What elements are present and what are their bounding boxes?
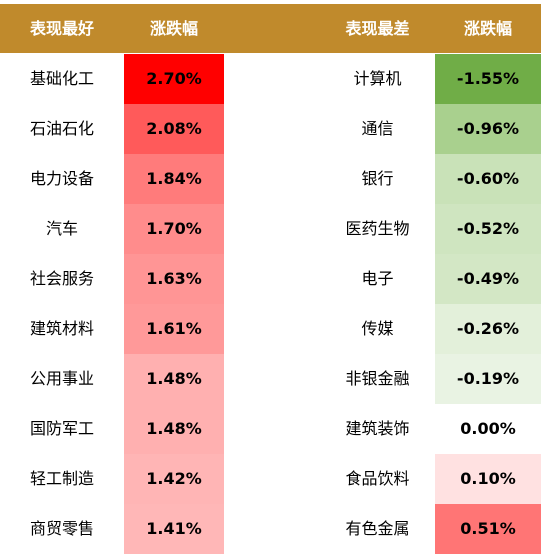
worst-sector-name: 医药生物 bbox=[345, 219, 410, 238]
worst-sector-name: 银行 bbox=[361, 169, 394, 188]
best-sector-change: 2.08% bbox=[124, 104, 224, 154]
worst-sector-change: 0.10% bbox=[435, 454, 541, 504]
best-sector-change: 1.84% bbox=[124, 154, 224, 204]
worst-sector-change: -1.55% bbox=[435, 54, 541, 104]
table-row: 国防军工 1.48% 建筑装饰 0.00% bbox=[0, 404, 541, 454]
table-row: 汽车 1.70% 医药生物 -0.52% bbox=[0, 204, 541, 254]
worst-sector-name: 有色金属 bbox=[345, 519, 410, 538]
header-worst-performers: 表现最差 bbox=[345, 19, 410, 38]
best-sector-name: 社会服务 bbox=[29, 269, 94, 288]
header-best-performers: 表现最好 bbox=[29, 19, 94, 38]
worst-sector-change: -0.19% bbox=[435, 354, 541, 404]
worst-sector-name: 计算机 bbox=[353, 69, 402, 88]
worst-sector-name: 电子 bbox=[361, 269, 394, 288]
best-sector-name: 汽车 bbox=[45, 219, 78, 238]
best-sector-name: 公用事业 bbox=[29, 369, 94, 388]
best-sector-change: 1.48% bbox=[124, 354, 224, 404]
table-row: 基础化工 2.70% 计算机 -1.55% bbox=[0, 54, 541, 104]
worst-sector-name: 非银金融 bbox=[345, 369, 410, 388]
best-sector-name: 基础化工 bbox=[29, 69, 94, 88]
worst-sector-change: 0.00% bbox=[435, 404, 541, 454]
table-row: 建筑材料 1.61% 传媒 -0.26% bbox=[0, 304, 541, 354]
best-sector-name: 国防军工 bbox=[29, 419, 94, 438]
table-row: 社会服务 1.63% 电子 -0.49% bbox=[0, 254, 541, 304]
best-sector-change: 2.70% bbox=[124, 54, 224, 104]
table-row: 电力设备 1.84% 银行 -0.60% bbox=[0, 154, 541, 204]
best-sector-change: 1.63% bbox=[124, 254, 224, 304]
worst-sector-change: -0.49% bbox=[435, 254, 541, 304]
best-sector-change: 1.70% bbox=[124, 204, 224, 254]
worst-sector-name: 食品饮料 bbox=[345, 469, 410, 488]
best-sector-name: 建筑材料 bbox=[29, 319, 94, 338]
table-row: 轻工制造 1.42% 食品饮料 0.10% bbox=[0, 454, 541, 504]
worst-sector-change: -0.26% bbox=[435, 304, 541, 354]
worst-sector-change: -0.96% bbox=[435, 104, 541, 154]
worst-sector-name: 通信 bbox=[361, 119, 394, 138]
best-sector-change: 1.48% bbox=[124, 404, 224, 454]
table-row: 石油石化 2.08% 通信 -0.96% bbox=[0, 104, 541, 154]
best-sector-change: 1.42% bbox=[124, 454, 224, 504]
best-sector-name: 商贸零售 bbox=[29, 519, 94, 538]
header-best-change: 涨跌幅 bbox=[149, 19, 198, 38]
table-header: 表现最好 涨跌幅 表现最差 涨跌幅 bbox=[0, 4, 541, 53]
best-sector-change: 1.61% bbox=[124, 304, 224, 354]
table-row: 商贸零售 1.41% 有色金属 0.51% bbox=[0, 504, 541, 554]
best-sector-name: 轻工制造 bbox=[29, 469, 94, 488]
worst-sector-change: -0.52% bbox=[435, 204, 541, 254]
best-sector-name: 石油石化 bbox=[29, 119, 94, 138]
best-sector-name: 电力设备 bbox=[29, 169, 94, 188]
worst-sector-name: 传媒 bbox=[361, 319, 394, 338]
table-row: 公用事业 1.48% 非银金融 -0.19% bbox=[0, 354, 541, 404]
worst-sector-name: 建筑装饰 bbox=[345, 419, 410, 438]
worst-sector-change: 0.51% bbox=[435, 504, 541, 554]
best-sector-change: 1.41% bbox=[124, 504, 224, 554]
worst-sector-change: -0.60% bbox=[435, 154, 541, 204]
header-worst-change: 涨跌幅 bbox=[463, 19, 512, 38]
